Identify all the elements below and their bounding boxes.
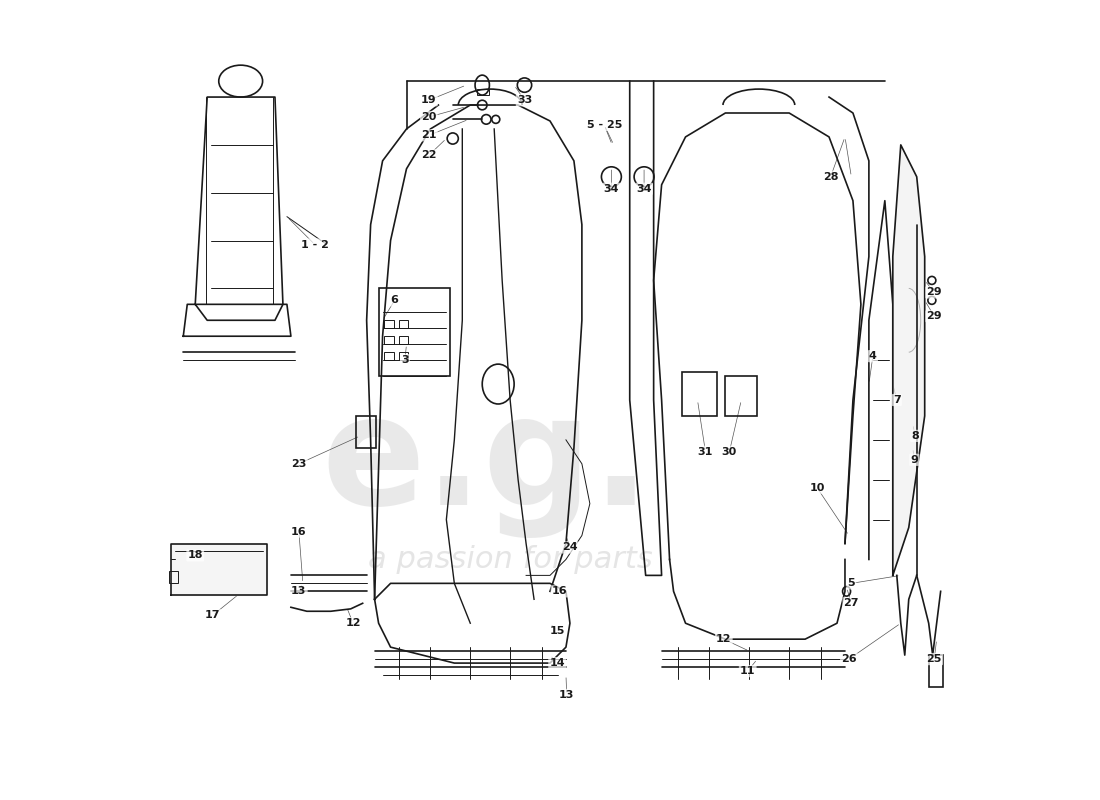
Text: 24: 24 <box>562 542 578 553</box>
Text: 16: 16 <box>552 586 568 596</box>
Text: 7: 7 <box>893 395 901 405</box>
Bar <box>384 320 394 328</box>
Text: 12: 12 <box>716 634 732 644</box>
Polygon shape <box>172 543 267 595</box>
Bar <box>378 288 450 376</box>
Bar <box>169 571 178 583</box>
Polygon shape <box>893 145 925 575</box>
Bar <box>356 416 376 448</box>
Text: 27: 27 <box>844 598 859 608</box>
Text: 14: 14 <box>549 658 565 668</box>
Text: 33: 33 <box>517 95 532 106</box>
Text: 8: 8 <box>911 431 918 441</box>
Bar <box>682 372 717 416</box>
Text: 34: 34 <box>604 184 619 194</box>
Bar <box>476 89 490 95</box>
Bar <box>398 336 408 344</box>
Text: 23: 23 <box>292 458 307 469</box>
Text: 28: 28 <box>823 172 838 182</box>
Text: 10: 10 <box>810 482 825 493</box>
Text: 31: 31 <box>697 447 713 457</box>
Text: 21: 21 <box>421 130 437 140</box>
Text: 29: 29 <box>926 287 942 298</box>
Text: 20: 20 <box>421 112 437 122</box>
Text: 5 - 25: 5 - 25 <box>586 120 622 130</box>
Text: 18: 18 <box>187 550 204 561</box>
Text: a passion for parts: a passion for parts <box>367 545 652 574</box>
Text: 25: 25 <box>926 654 942 664</box>
Text: 17: 17 <box>205 610 220 620</box>
Text: e.g.: e.g. <box>321 390 651 538</box>
Text: 1 - 2: 1 - 2 <box>301 239 329 250</box>
Text: 13: 13 <box>292 586 307 596</box>
Text: 30: 30 <box>722 447 737 457</box>
Text: 19: 19 <box>421 95 437 106</box>
Text: 13: 13 <box>559 690 574 700</box>
Text: 5: 5 <box>847 578 855 588</box>
Bar <box>928 655 943 687</box>
Text: 4: 4 <box>869 351 877 361</box>
Text: 15: 15 <box>550 626 565 636</box>
Bar <box>384 352 394 360</box>
Text: 26: 26 <box>842 654 857 664</box>
Text: 3: 3 <box>402 355 409 365</box>
Bar <box>725 376 757 416</box>
Text: 22: 22 <box>421 150 437 160</box>
Bar <box>398 320 408 328</box>
Bar <box>384 336 394 344</box>
Bar <box>398 352 408 360</box>
Text: 29: 29 <box>926 311 942 322</box>
Text: 16: 16 <box>292 526 307 537</box>
Text: 12: 12 <box>345 618 361 628</box>
Text: 9: 9 <box>911 454 918 465</box>
Text: 34: 34 <box>636 184 652 194</box>
Text: 6: 6 <box>390 295 398 306</box>
Text: 11: 11 <box>740 666 756 676</box>
